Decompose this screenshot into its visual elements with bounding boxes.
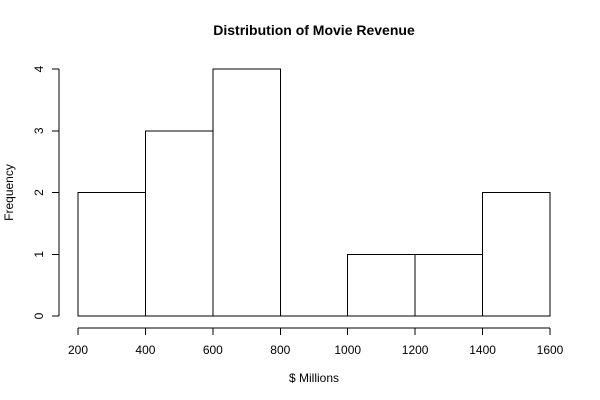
x-axis: 200 400 600 800 1000 1200 1400 1600 [68,327,564,357]
x-tick-label: 600 [203,343,223,357]
histogram-bars [77,68,551,317]
chart-title: Distribution of Movie Revenue [213,22,415,38]
y-tick-label: 0 [32,312,46,319]
x-axis-label: $ Millions [289,371,339,385]
x-tick-label: 1200 [402,343,429,357]
x-tick-label: 1600 [537,343,564,357]
y-axis: 0 1 2 3 4 [32,65,60,319]
histogram-bar [482,192,551,317]
y-tick-label: 1 [32,251,46,258]
y-tick-label: 3 [32,127,46,134]
x-tick-label: 800 [270,343,290,357]
x-tick-label: 400 [135,343,155,357]
histogram-bar [212,68,281,317]
histogram-bar [144,130,214,317]
y-tick-label: 4 [32,65,46,72]
histogram-bar [414,253,484,317]
x-tick-label: 1000 [334,343,361,357]
x-tick-label: 1400 [469,343,496,357]
y-axis-label: Frequency [2,164,16,221]
x-tick-label: 200 [68,343,88,357]
y-tick-label: 2 [32,189,46,196]
histogram-bar [347,253,416,317]
histogram-bar [77,192,146,317]
